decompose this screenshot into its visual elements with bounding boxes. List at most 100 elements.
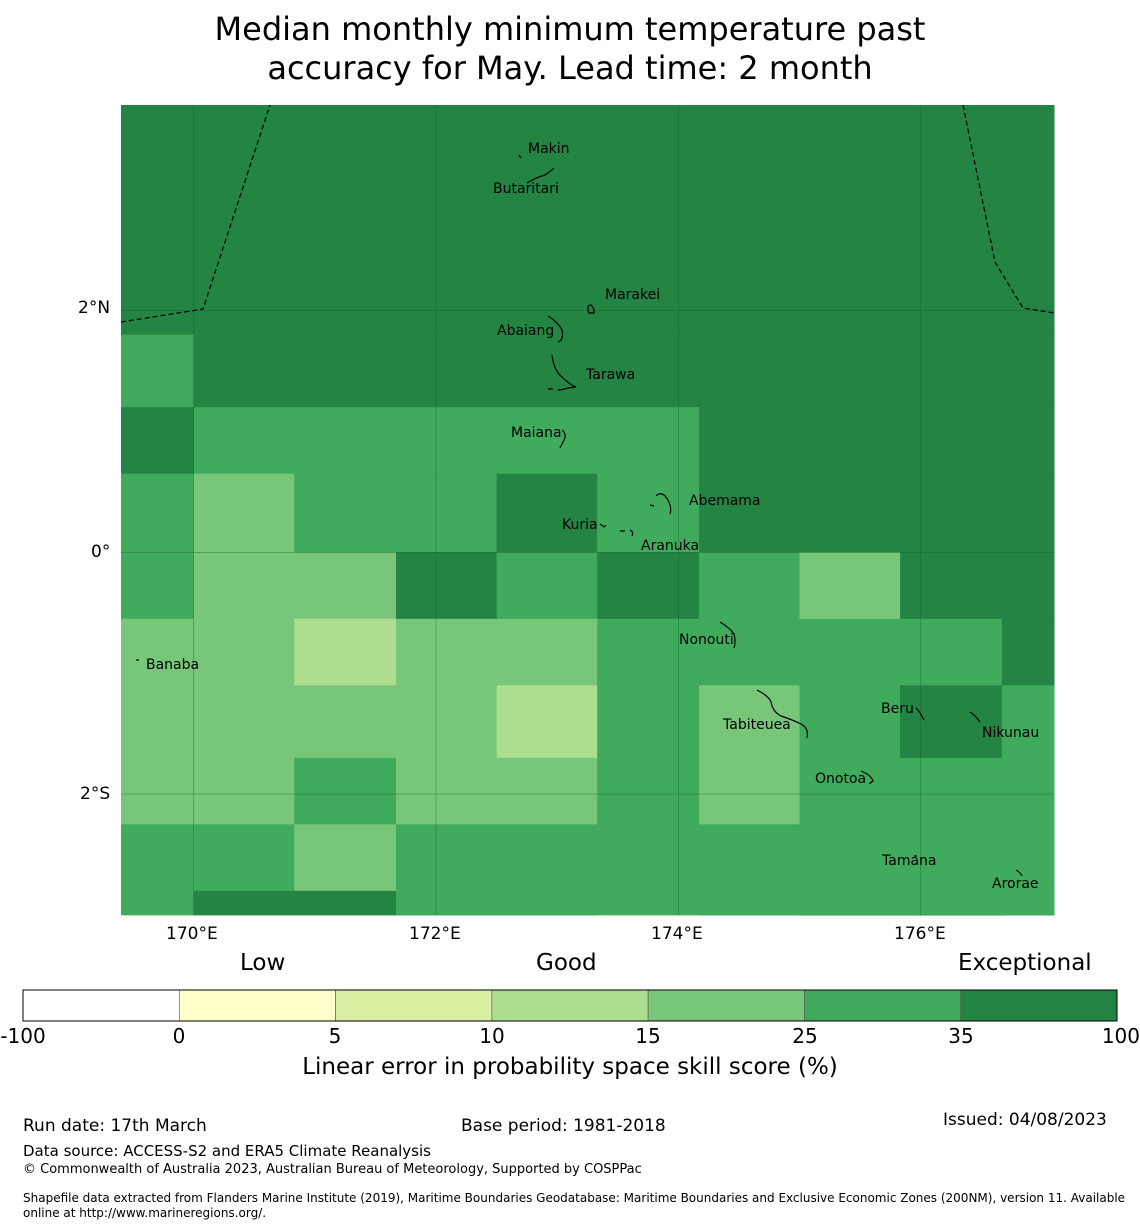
island-maiana xyxy=(559,429,566,449)
grid-cell xyxy=(496,915,598,916)
grid-cell xyxy=(597,473,700,553)
grid-cell xyxy=(900,890,1003,916)
grid-cell xyxy=(193,890,295,916)
legend-tick: 25 xyxy=(792,1024,818,1048)
island-tarawa xyxy=(548,354,577,391)
grid-cell xyxy=(597,915,700,916)
grid-cell xyxy=(698,334,801,408)
grid-cell xyxy=(121,473,195,553)
grid-cell xyxy=(396,473,498,553)
island-abaiang xyxy=(547,315,564,343)
grid-cell xyxy=(799,824,901,892)
place-label-maiana: Maiana xyxy=(511,425,562,441)
grid-cell xyxy=(396,407,498,475)
grid-cell xyxy=(121,407,195,475)
map-title: Median monthly minimum temperature past … xyxy=(0,10,1140,88)
legend-exceptional-label: Exceptional xyxy=(958,950,1092,976)
lat-label-2s: 2°S xyxy=(80,784,111,804)
grid-cell xyxy=(698,105,801,336)
grid-cell xyxy=(900,757,1003,825)
place-label-kuria: Kuria xyxy=(562,517,598,533)
grid-cell xyxy=(496,890,598,916)
legend-swatch xyxy=(22,989,180,1022)
grid-cell xyxy=(121,915,195,916)
place-label-nonouti: Nonouti xyxy=(679,632,734,648)
grid-cell xyxy=(396,618,498,686)
grid-cell xyxy=(900,685,1003,759)
grid-cell xyxy=(121,824,195,892)
grid-cell xyxy=(1001,473,1055,553)
grid-cell xyxy=(1001,552,1055,620)
place-label-tarawa: Tarawa xyxy=(586,367,636,383)
grid-cell xyxy=(900,407,1003,475)
grid-cell xyxy=(1001,890,1055,916)
grid-cell xyxy=(698,552,801,620)
island-marakei xyxy=(587,304,595,314)
grid-cell xyxy=(496,824,598,892)
legend-swatch xyxy=(491,989,649,1022)
grid-cell xyxy=(193,473,295,553)
grid-cell xyxy=(294,407,397,475)
grid-cell xyxy=(900,618,1003,686)
grid-cell xyxy=(799,105,901,336)
island-nikunau xyxy=(969,711,981,723)
grid-cell xyxy=(294,824,397,892)
grid-cell xyxy=(396,890,498,916)
grid-cell xyxy=(597,890,700,916)
place-label-abemama: Abemama xyxy=(689,493,761,509)
grid-cell xyxy=(597,105,700,336)
place-label-arorae: Arorae xyxy=(992,876,1039,892)
legend-tick: 5 xyxy=(328,1024,342,1048)
place-label-marakei: Marakei xyxy=(605,287,661,303)
shapefile-credit: Shapefile data extracted from Flanders M… xyxy=(23,1191,1126,1220)
grid-cell xyxy=(396,105,498,336)
island-kuria xyxy=(599,523,607,528)
legend-axis-label: Linear error in probability space skill … xyxy=(302,1054,838,1080)
island-aranuka xyxy=(620,529,634,537)
grid-cell xyxy=(698,685,801,759)
legend-tick: 10 xyxy=(479,1024,505,1048)
legend-swatch xyxy=(960,989,1118,1022)
place-label-onotoa: Onotoa xyxy=(815,771,867,787)
grid-cell xyxy=(1001,618,1055,686)
grid-cell xyxy=(496,618,598,686)
eez-boundary-west xyxy=(120,104,271,323)
grid-cell xyxy=(1001,407,1055,475)
grid-cell xyxy=(799,334,901,408)
grid-cell xyxy=(193,685,295,759)
island-nonouti xyxy=(719,621,736,649)
grid-cell xyxy=(121,552,195,620)
title-line-2: accuracy for May. Lead time: 2 month xyxy=(267,49,873,87)
grid-cell xyxy=(121,618,195,686)
grid-cell xyxy=(698,915,801,916)
grid-cell xyxy=(496,685,598,759)
island-butaritari xyxy=(526,167,555,184)
grid-cell xyxy=(799,407,901,475)
grid-cell xyxy=(900,105,1003,336)
lon-label-174e: 174°E xyxy=(651,924,703,944)
grid-cell xyxy=(193,407,295,475)
grid-cell xyxy=(193,105,295,336)
grid-cell xyxy=(698,618,801,686)
legend-frame xyxy=(22,989,1118,1022)
grid-cell xyxy=(1001,334,1055,408)
grid-cell xyxy=(597,334,700,408)
grid-cell xyxy=(396,552,498,620)
grid-cell xyxy=(294,618,397,686)
place-label-butaritari: Butaritari xyxy=(493,181,559,197)
place-label-abaiang: Abaiang xyxy=(497,323,555,339)
grid-cell xyxy=(1001,824,1055,892)
island-abemama xyxy=(649,493,672,515)
grid-cell xyxy=(799,552,901,620)
grid-cell xyxy=(698,757,801,825)
grid-cell xyxy=(193,824,295,892)
grid-cell xyxy=(396,334,498,408)
lat-label-2n: 2°N xyxy=(78,298,111,318)
grid-cell xyxy=(294,552,397,620)
issued-date: Issued: 04/08/2023 xyxy=(943,1110,1107,1130)
grid-cell xyxy=(496,552,598,620)
grid-cell xyxy=(799,685,901,759)
grid-cell xyxy=(496,757,598,825)
grid-cell xyxy=(900,334,1003,408)
grid-cell xyxy=(900,552,1003,620)
